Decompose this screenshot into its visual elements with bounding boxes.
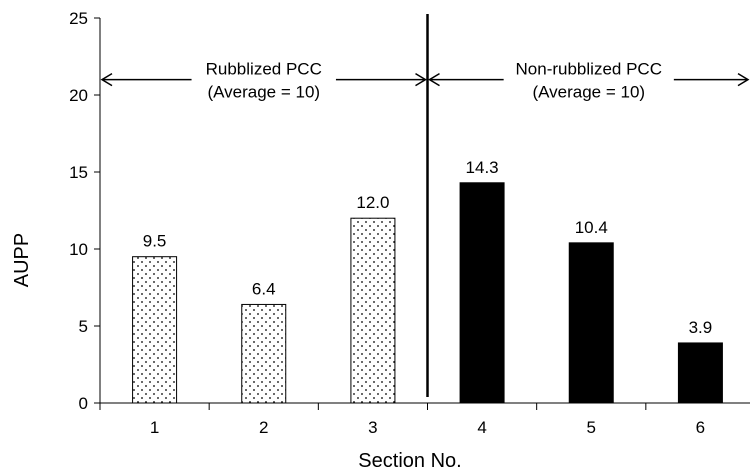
data-label-section-6: 3.9 xyxy=(689,318,713,337)
y-axis: 0 5 10 15 20 25 xyxy=(69,9,101,413)
y-axis-title: AUPP xyxy=(11,233,33,287)
non-rubblized-arrowhead-right-icon xyxy=(737,72,750,87)
data-label-section-1: 9.5 xyxy=(143,232,167,251)
non-rubblized-group-label: Non-rubblized PCC xyxy=(516,60,662,79)
data-labels: 9.5 6.4 12.0 14.3 10.4 3.9 xyxy=(143,158,712,337)
x-tick-label: 6 xyxy=(696,418,705,437)
non-rubblized-group-average: (Average = 10) xyxy=(532,83,645,102)
y-tick-label: 10 xyxy=(69,240,88,259)
bar-section-5 xyxy=(568,242,614,404)
x-tick-label: 2 xyxy=(259,418,268,437)
x-axis: 1 2 3 4 5 6 xyxy=(99,402,750,437)
bar-section-1 xyxy=(132,256,178,404)
non-rubblized-arrowhead-left-icon xyxy=(428,72,440,87)
data-label-section-2: 6.4 xyxy=(252,279,276,298)
bar-section-3 xyxy=(350,217,396,404)
y-tick-label: 0 xyxy=(79,394,88,413)
x-tick-label: 4 xyxy=(477,418,486,437)
x-tick-label: 5 xyxy=(587,418,596,437)
data-label-section-5: 10.4 xyxy=(575,218,608,237)
x-axis-title: Section No. xyxy=(358,450,461,472)
group-annotations: Rubblized PCC (Average = 10) Non-rubblized… xyxy=(100,60,750,102)
y-tick-label: 25 xyxy=(69,9,88,28)
rubblized-group-average: (Average = 10) xyxy=(207,83,320,102)
bar-section-2 xyxy=(241,303,287,404)
bar-section-6 xyxy=(677,342,723,404)
rubblized-arrowhead-right-icon xyxy=(415,72,427,87)
y-tick-label: 15 xyxy=(69,163,88,182)
rubblized-group-label: Rubblized PCC xyxy=(206,60,322,79)
data-label-section-3: 12.0 xyxy=(356,193,389,212)
rubblized-arrowhead-left-icon xyxy=(100,72,113,87)
y-tick-label: 5 xyxy=(79,317,88,336)
bars xyxy=(132,182,723,404)
data-label-section-4: 14.3 xyxy=(466,158,499,177)
bar-section-4 xyxy=(459,182,505,404)
x-tick-label: 1 xyxy=(150,418,159,437)
y-tick-label: 20 xyxy=(69,86,88,105)
x-tick-label: 3 xyxy=(368,418,377,437)
